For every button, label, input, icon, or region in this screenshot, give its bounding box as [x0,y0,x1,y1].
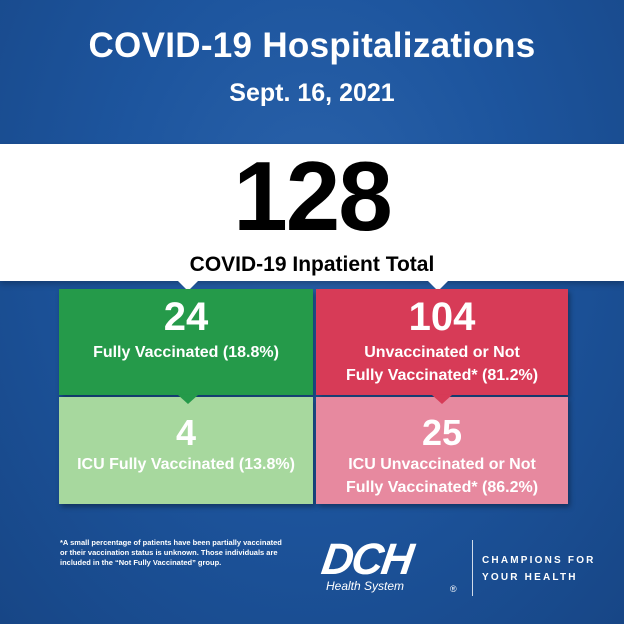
unvaccinated-label: Unvaccinated or Not Fully Vaccinated* (8… [316,341,568,387]
unvaccinated-label-line2: Fully Vaccinated* (81.2%) [345,367,539,384]
unvaccinated-tile: 104 Unvaccinated or Not Fully Vaccinated… [316,289,568,395]
logo-wordmark: DCH [318,535,415,584]
footnote-line3: included in the “Not Fully Vaccinated” g… [60,558,222,567]
unvaccinated-pointer [432,395,452,404]
dch-logo: DCH Health System ® [318,535,472,596]
icu-unvaccinated-count: 25 [421,412,463,453]
icu-unvaccinated-label: ICU Unvaccinated or Not Fully Vaccinated… [316,453,568,499]
logo-divider [472,540,473,596]
fully-vaccinated-label: Fully Vaccinated (18.8%) [93,344,279,361]
fully-vaccinated-count: 24 [163,295,209,339]
icu-unvaccinated-tile: 25 ICU Unvaccinated or Not Fully Vaccina… [316,397,568,504]
logo-subtitle: Health System [326,579,405,593]
icu-unvaccinated-label-line2: Fully Vaccinated* (86.2%) [345,479,539,496]
unvaccinated-count: 104 [408,295,476,339]
registered-mark: ® [450,584,457,594]
report-date: Sept. 16, 2021 [229,79,395,107]
unvaccinated-label-line1: Unvaccinated or Not [364,344,520,361]
inpatient-total-label: COVID-19 Inpatient Total [189,253,435,276]
tagline-line1: CHAMPIONS FOR [482,555,596,566]
footnote-line2: or their vaccination status is unknown. … [60,548,278,557]
band-pointer-right [428,281,448,291]
icu-fully-vaccinated-label: ICU Fully Vaccinated (13.8%) [77,456,295,473]
band-pointer-left [178,281,198,291]
tagline-line2: YOUR HEALTH [482,572,578,583]
fully-vaccinated-tile: 24 Fully Vaccinated (18.8%) [59,289,313,395]
icu-fully-vaccinated-count: 4 [175,412,197,453]
total-band [0,144,624,281]
footnote: *A small percentage of patients have bee… [60,538,310,568]
icu-unvaccinated-label-line1: ICU Unvaccinated or Not [348,456,536,473]
footnote-line1: *A small percentage of patients have bee… [60,538,282,547]
page-title: COVID-19 Hospitalizations [88,26,536,65]
inpatient-total-value: 128 [233,141,393,251]
icu-fully-vaccinated-tile: 4 ICU Fully Vaccinated (13.8%) [59,397,313,504]
fully-vaccinated-pointer [178,395,198,404]
brand-tagline: CHAMPIONS FOR YOUR HEALTH [482,552,596,586]
